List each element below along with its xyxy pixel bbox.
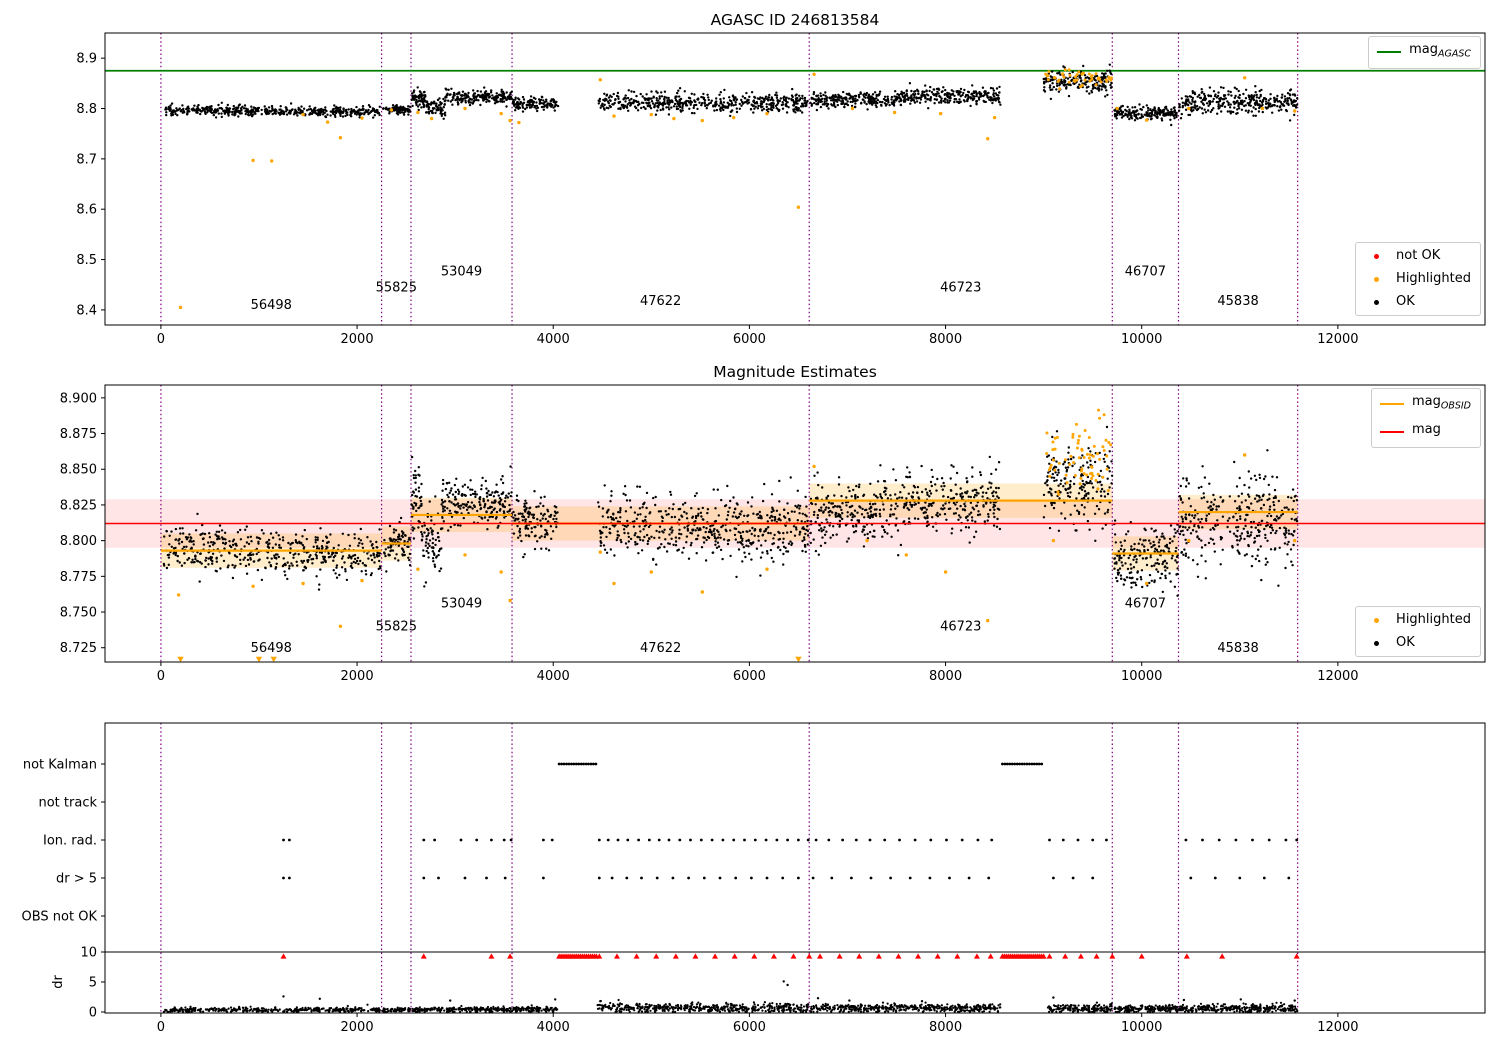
legend-swatch-wrap	[1379, 430, 1405, 433]
not-ok-dot-swatch	[1373, 253, 1379, 259]
svg-text:45838: 45838	[1217, 294, 1258, 309]
highlighted-dot-swatch	[1373, 617, 1379, 623]
svg-text:8000: 8000	[929, 332, 962, 347]
legend-swatch-wrap	[1376, 51, 1402, 54]
legend-label-not-ok: not OK	[1396, 248, 1441, 263]
svg-text:47622: 47622	[640, 294, 681, 309]
bottom-plot-data	[105, 723, 1485, 1013]
svg-text:2000: 2000	[341, 332, 374, 347]
legend-mid-flags: Highlighted OK	[1355, 606, 1481, 657]
legend-label-sub: OBSID	[1440, 400, 1471, 412]
svg-text:8.9: 8.9	[76, 52, 97, 67]
legend-label-mag-agasc: magAGASC	[1409, 42, 1471, 63]
ok-dot-swatch	[1373, 299, 1379, 305]
clipped-low-marker	[255, 656, 263, 662]
svg-text:56498: 56498	[251, 298, 292, 313]
highlighted-dot-swatch	[1373, 276, 1379, 282]
clipped-low-marker	[795, 656, 802, 662]
clipped-low-marker	[177, 656, 184, 662]
legend-item-highlighted: Highlighted	[1363, 271, 1471, 287]
clipped-low-marker	[270, 656, 277, 662]
legend-top-flags: not OK Highlighted OK	[1355, 242, 1481, 316]
svg-text:46723: 46723	[940, 280, 981, 295]
legend-label-ok: OK	[1396, 635, 1415, 650]
legend-item-ok: OK	[1363, 635, 1471, 651]
ok-dot-swatch	[1373, 640, 1379, 646]
mag-obsid-line-swatch	[1379, 403, 1404, 406]
legend-mag-agasc: magAGASC	[1368, 36, 1481, 69]
legend-swatch-wrap	[1363, 253, 1389, 259]
legend-item-not-ok: not OK	[1363, 248, 1471, 264]
mag-agasc-line-swatch	[1377, 51, 1402, 54]
svg-text:4000: 4000	[537, 332, 570, 347]
legend-label-mag-obsid: magOBSID	[1412, 394, 1471, 415]
legend-swatch-wrap	[1363, 276, 1389, 282]
svg-text:10000: 10000	[1121, 332, 1162, 347]
svg-text:12000: 12000	[1317, 332, 1358, 347]
legend-swatch-wrap	[1379, 403, 1405, 406]
legend-item-ok: OK	[1363, 294, 1471, 310]
legend-label-main: mag	[1411, 421, 1441, 437]
svg-text:8.6: 8.6	[76, 203, 97, 218]
middle-plot-title: Magnitude Estimates	[713, 363, 877, 381]
mag-line-swatch	[1379, 430, 1404, 433]
legend-item-mag: mag	[1379, 422, 1471, 443]
legend-label-main: mag	[1409, 42, 1438, 57]
legend-item-mag-obsid: magOBSID	[1379, 394, 1471, 415]
legend-swatch-wrap	[1363, 299, 1389, 305]
svg-text:0: 0	[157, 332, 165, 347]
svg-text:46707: 46707	[1125, 265, 1166, 280]
svg-text:8.4: 8.4	[76, 303, 97, 318]
legend-item-mag-agasc: magAGASC	[1376, 42, 1471, 63]
top-plot-data	[105, 33, 1485, 325]
legend-label-highlighted: Highlighted	[1396, 271, 1471, 286]
top-plot-title: AGASC ID 246813584	[710, 11, 880, 29]
svg-text:8.8: 8.8	[76, 102, 97, 117]
legend-label-main: mag	[1411, 394, 1441, 409]
svg-text:55825: 55825	[376, 280, 417, 295]
legend-label-highlighted: Highlighted	[1396, 612, 1471, 627]
legend-item-highlighted: Highlighted	[1363, 612, 1471, 628]
legend-swatch-wrap	[1363, 640, 1389, 646]
middle-plot-data	[105, 385, 1485, 662]
svg-text:8.5: 8.5	[76, 253, 97, 268]
legend-label-sub: AGASC	[1437, 48, 1471, 60]
svg-text:6000: 6000	[733, 332, 766, 347]
dr-axis-label: dr	[51, 975, 66, 989]
svg-text:8.7: 8.7	[76, 152, 97, 167]
legend-label-ok: OK	[1396, 294, 1415, 309]
legend-label-mag: mag	[1412, 422, 1441, 443]
svg-text:53049: 53049	[441, 265, 482, 280]
legend-swatch-wrap	[1363, 617, 1389, 623]
legend-mid-lines: magOBSID mag	[1370, 388, 1481, 449]
